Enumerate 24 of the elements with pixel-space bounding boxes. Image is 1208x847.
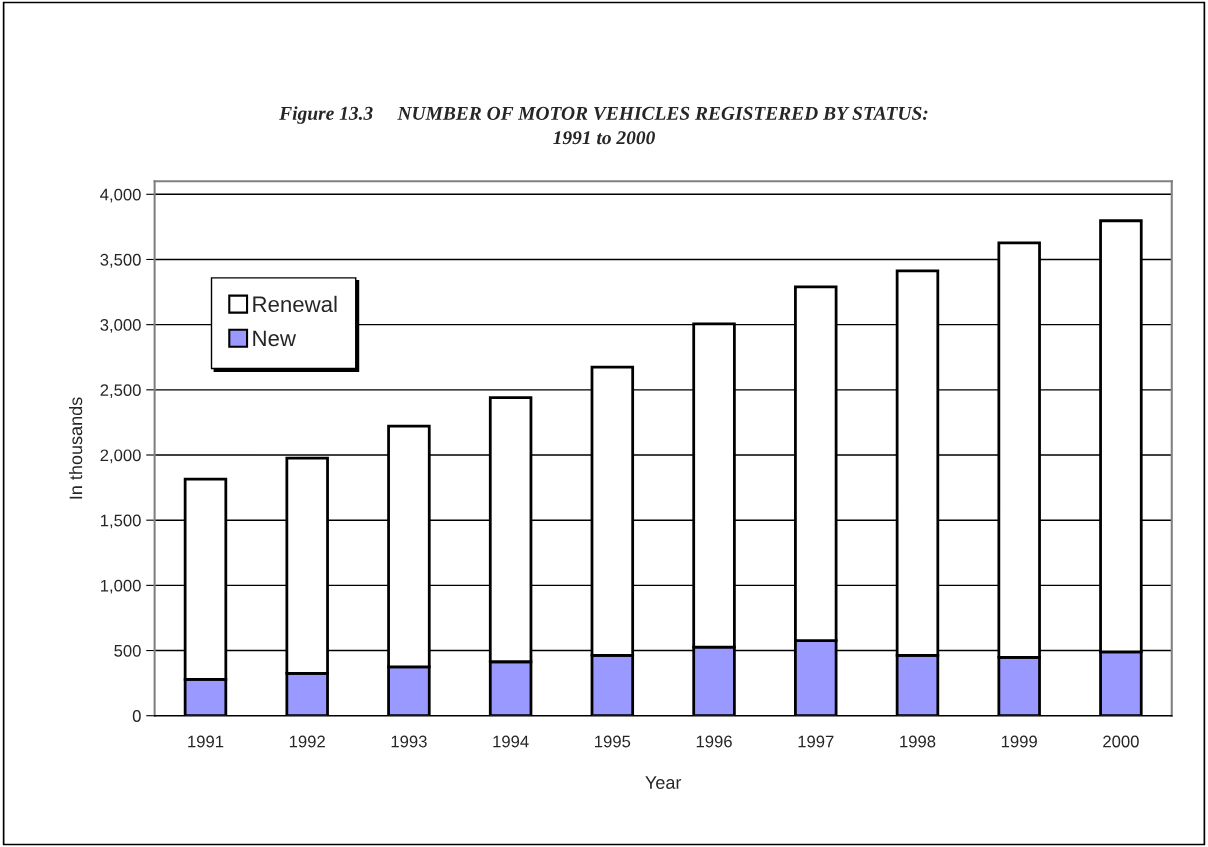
y-tick-label: 3,000: [100, 319, 141, 333]
x-tick-label: 1997: [798, 735, 834, 748]
x-tick-label: 1994: [493, 735, 529, 748]
x-tick-label: 1998: [900, 735, 936, 748]
legend-label: New: [253, 330, 297, 347]
x-tick-label: 1993: [391, 735, 427, 748]
x-tick-label: 2000: [1103, 735, 1139, 748]
x-tick-label: 1996: [696, 735, 732, 748]
x-axis-title: Year: [645, 776, 682, 789]
chart-title: Figure 13.3 NUMBER OF MOTOR VEHICLES REGISTERED BY STATUS: 1991 to 2000: [279, 106, 928, 145]
x-tick-label: 1995: [595, 735, 631, 748]
y-tick-label: 4,000: [100, 188, 141, 203]
y-tick-label: 3,500: [100, 253, 141, 268]
y-tick-label: 2,500: [100, 384, 141, 398]
y-tick-label: 2,000: [100, 449, 141, 464]
legend-label: Renewal: [253, 295, 337, 313]
y-tick-label: 0: [132, 710, 141, 722]
y-tick-label: 1,000: [101, 579, 141, 594]
y-tick-label: 500: [114, 644, 141, 657]
x-tick-label: 1991: [188, 735, 224, 748]
x-tick-label: 1992: [289, 735, 325, 748]
x-tick-label: 1999: [1001, 735, 1037, 748]
y-tick-label: 1,500: [101, 514, 141, 529]
y-axis-title: In thousands: [69, 397, 83, 499]
